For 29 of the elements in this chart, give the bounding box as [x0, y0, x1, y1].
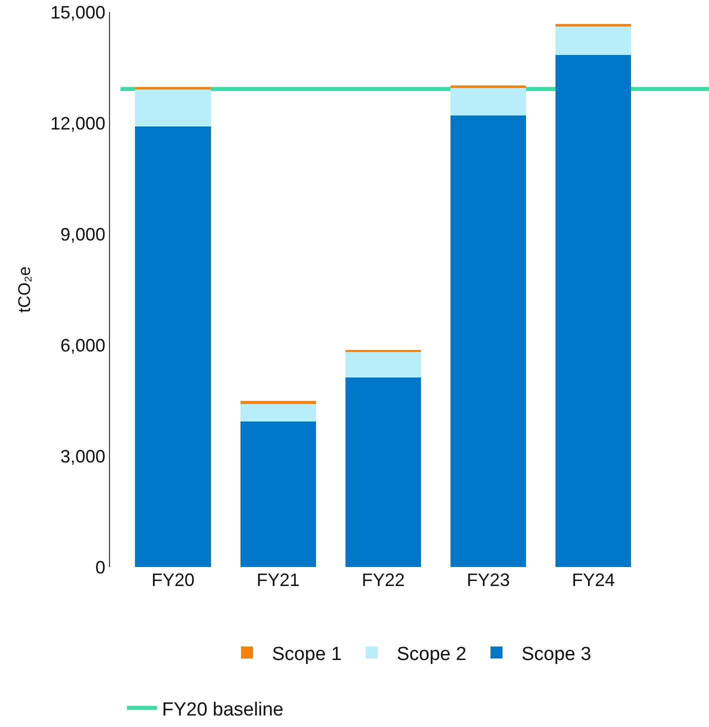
- bar: [345, 378, 422, 567]
- y-tick-label: 6,000: [60, 335, 106, 356]
- x-tick-label: FY24: [572, 570, 615, 590]
- bar: [450, 116, 526, 567]
- x-tick-label: FY23: [466, 570, 510, 590]
- x-tick-label: FY20: [152, 570, 195, 590]
- y-tick-label: 9,000: [60, 224, 106, 244]
- bar: [345, 350, 422, 352]
- y-tick-label: 0: [95, 557, 106, 578]
- legend-label: FY20 baseline: [162, 699, 284, 720]
- y-axis-title: tCO₂e: [14, 266, 34, 313]
- bar: [135, 126, 211, 567]
- bar: [135, 87, 211, 90]
- legend-label: Scope 2: [396, 644, 466, 665]
- bar: [345, 352, 422, 378]
- bar: [450, 88, 526, 116]
- y-tick-label: 15,000: [50, 2, 106, 22]
- x-tick-label: FY22: [362, 570, 405, 590]
- bar: [135, 90, 211, 127]
- y-tick-label: 12,000: [50, 113, 106, 134]
- bar: [556, 54, 632, 567]
- x-tick-label: FY21: [256, 570, 300, 590]
- y-tick-label: 3,000: [60, 446, 106, 466]
- legend-label: Scope 3: [521, 644, 592, 665]
- bar: [240, 403, 316, 422]
- bar: [240, 401, 316, 404]
- bar: [556, 26, 632, 55]
- bar: [240, 422, 316, 567]
- legend-label: Scope 1: [272, 644, 342, 665]
